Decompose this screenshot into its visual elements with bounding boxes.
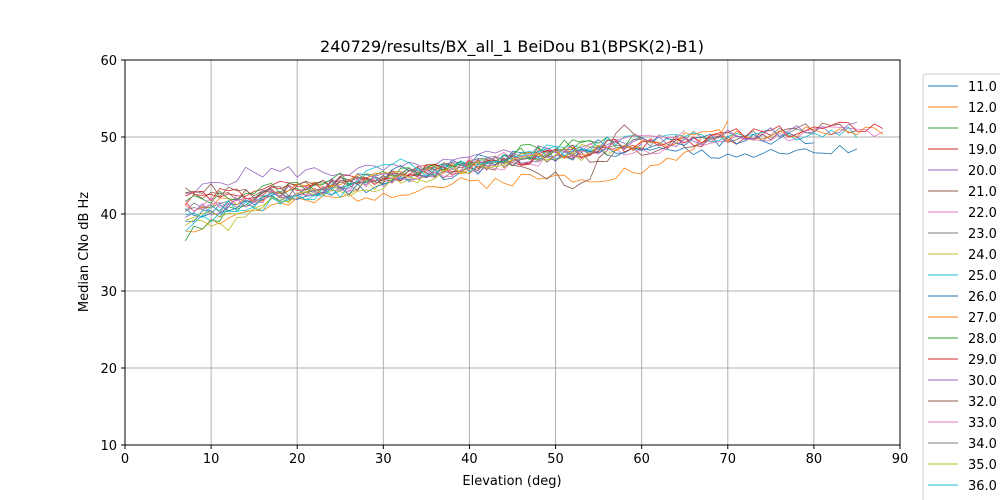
series-line-12-0 (185, 120, 729, 233)
legend-label: 36.0 (968, 479, 997, 494)
series-line-28-0 (185, 139, 599, 204)
y-axis-ticks: 10 20 30 40 50 60 (100, 54, 125, 454)
legend-label: 20.0 (968, 164, 997, 179)
series-line-35-0 (185, 143, 599, 221)
legend-label: 19.0 (968, 143, 997, 158)
x-tick-label: 20 (289, 452, 306, 467)
legend-label: 35.0 (968, 458, 997, 473)
legend-label: 11.0 (968, 80, 997, 95)
x-tick-label: 80 (806, 452, 823, 467)
series-line-30-0 (185, 122, 858, 218)
x-tick-label: 60 (633, 452, 650, 467)
x-tick-label: 0 (121, 452, 129, 467)
legend-label: 14.0 (968, 122, 997, 137)
y-tick-label: 30 (100, 285, 117, 300)
series-line-14-0 (184, 134, 642, 242)
x-tick-label: 70 (720, 452, 737, 467)
x-tick-label: 40 (461, 452, 478, 467)
y-tick-label: 10 (100, 439, 117, 454)
series-line-23-0 (185, 127, 814, 212)
grid (124, 59, 901, 446)
x-tick-label: 90 (892, 452, 909, 467)
series-line-32-0 (185, 124, 642, 199)
legend-label: 32.0 (968, 395, 997, 410)
legend-frame (922, 73, 1000, 500)
x-axis-label: Elevation (deg) (462, 474, 561, 489)
series-line-25-0 (185, 126, 858, 232)
y-tick-label: 40 (100, 208, 117, 223)
legend-label: 29.0 (968, 353, 997, 368)
x-tick-label: 10 (203, 452, 220, 467)
legend-label: 30.0 (968, 374, 997, 389)
y-axis-label: Median CNo dB Hz (77, 192, 92, 312)
chart-title: 240729/results/BX_all_1 BeiDou B1(BPSK(2… (320, 37, 704, 57)
series-layer (184, 120, 884, 242)
legend-label: 23.0 (968, 227, 997, 242)
legend-label: 26.0 (968, 290, 997, 305)
legend-label: 24.0 (968, 248, 997, 263)
legend-label: 27.0 (968, 311, 997, 326)
legend-label: 12.0 (968, 101, 997, 116)
legend-label: 25.0 (968, 269, 997, 284)
x-tick-label: 50 (547, 452, 564, 467)
x-axis-ticks: 0 10 20 30 40 50 60 70 80 90 (121, 445, 908, 467)
series-line-34-0 (185, 139, 642, 213)
legend-label: 34.0 (968, 437, 997, 452)
plot-area-frame (124, 59, 901, 446)
legend: 11.0 12.0 14.0 19.0 20.0 21.0 22.0 23.0 24.0 25.0… (922, 73, 1000, 500)
legend-label: 33.0 (968, 416, 997, 431)
y-tick-label: 20 (100, 362, 117, 377)
series-line-36-0 (185, 139, 599, 218)
y-tick-label: 60 (100, 54, 117, 69)
legend-label: 21.0 (968, 185, 997, 200)
legend-label: 22.0 (968, 206, 997, 221)
x-tick-label: 30 (375, 452, 392, 467)
y-tick-label: 50 (100, 131, 117, 146)
legend-label: 28.0 (968, 332, 997, 347)
